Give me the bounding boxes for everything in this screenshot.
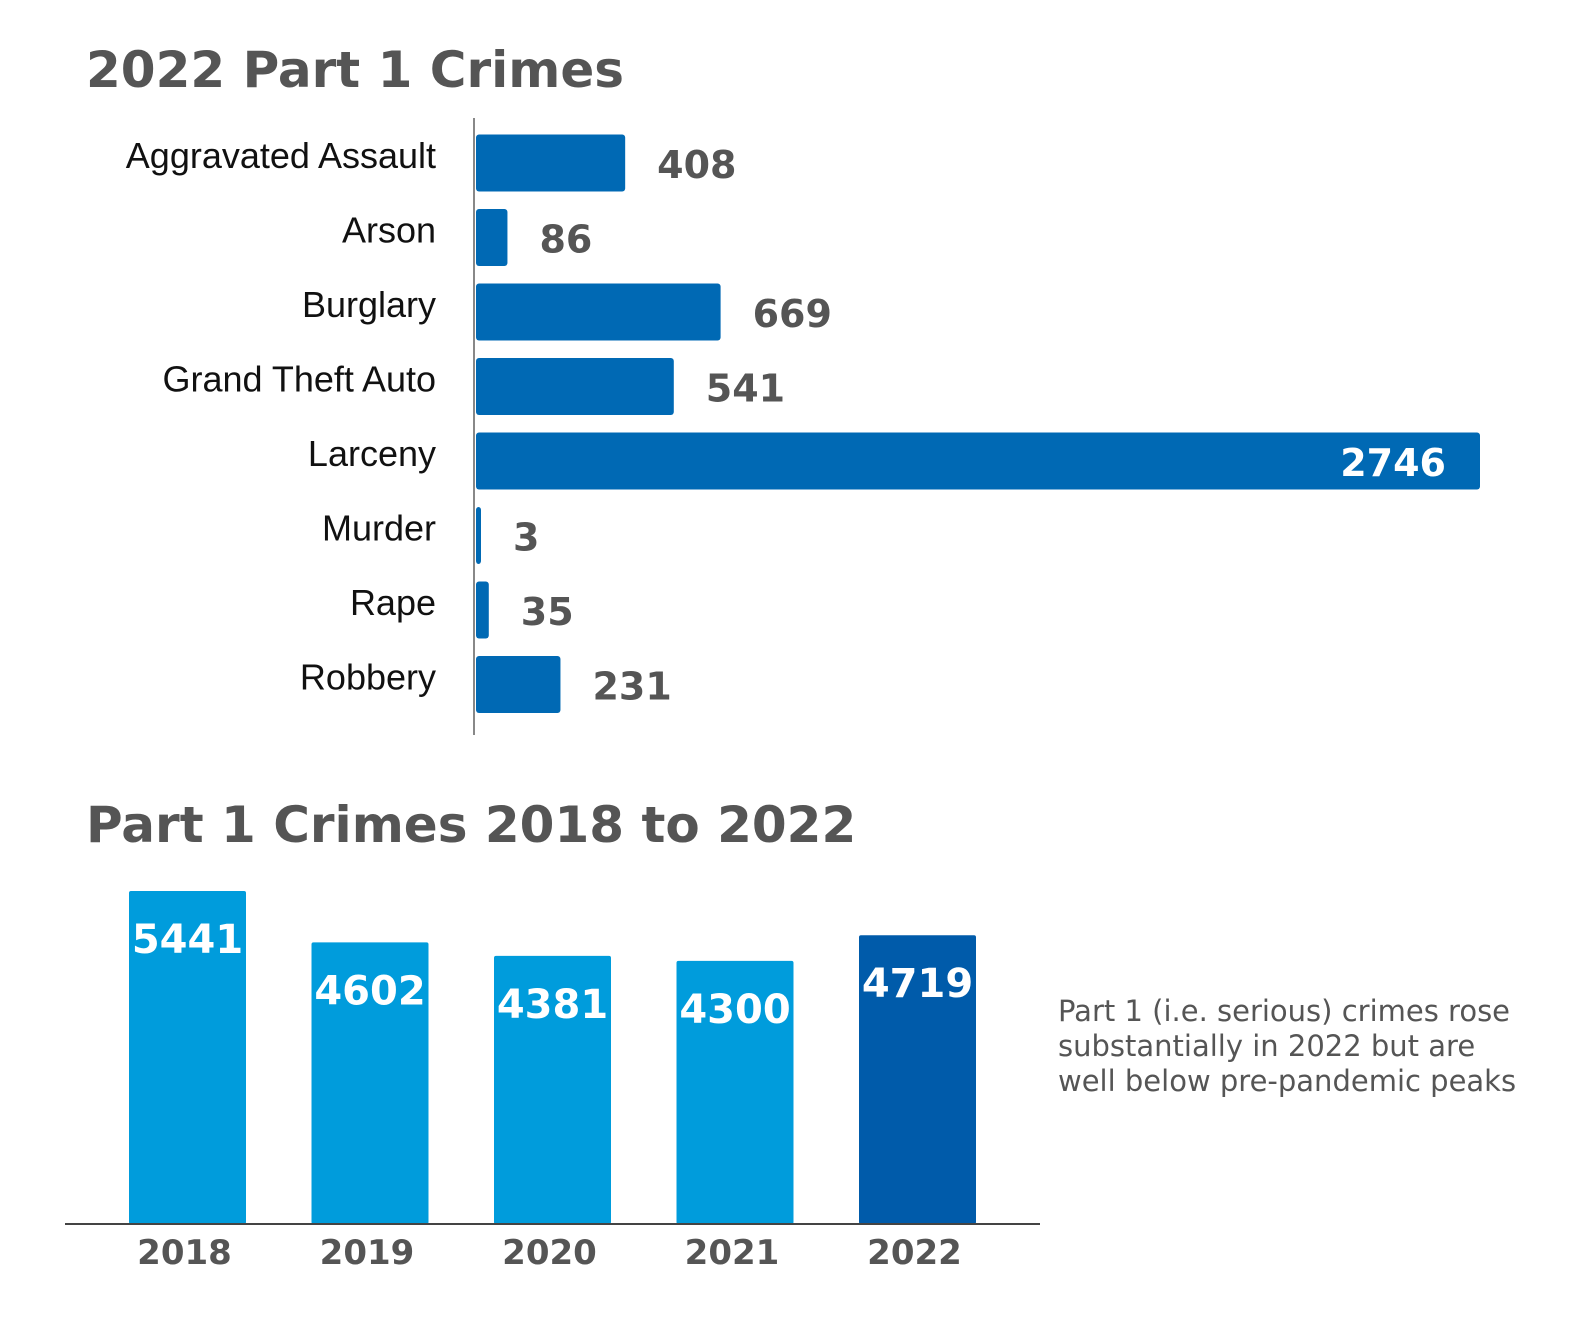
year-label: 2022 [867,1233,962,1273]
category-label: Grand Theft Auto [162,359,436,400]
value-label: 408 [657,143,736,187]
vertical-bar-chart: Part 1 Crimes 2018 to 2022 5441 2018 4602 2… [65,796,1040,1273]
year-label: 2020 [502,1233,597,1273]
bar [311,942,429,1224]
chart1-title: 2022 Part 1 Crimes [86,41,624,99]
horizontal-bar-chart: 2022 Part 1 Crimes Aggravated Assault 408… [86,41,1480,735]
category-label: Aggravated Assault [126,135,436,176]
bar [476,432,1480,490]
bar [476,581,489,639]
value-label: 669 [753,292,832,336]
value-label: 4381 [497,982,608,1028]
value-label: 4719 [862,961,973,1007]
value-label: 3 [513,516,539,560]
value-label: 231 [592,665,671,709]
bar [476,656,561,713]
value-label: 4602 [314,968,425,1014]
chart2-annotation: Part 1 (i.e. serious) crimes rose substa… [1058,994,1517,1098]
category-label: Rape [350,582,436,623]
value-label: 541 [706,367,785,411]
value-label: 4300 [679,987,790,1033]
year-label: 2018 [137,1233,232,1273]
chart2-title: Part 1 Crimes 2018 to 2022 [86,796,856,854]
bar [476,209,508,266]
year-label: 2019 [320,1233,415,1273]
value-label: 86 [539,218,592,262]
bar [476,134,626,192]
value-label: 5441 [132,917,243,963]
category-label: Robbery [300,657,436,698]
category-label: Larceny [308,433,436,474]
bar [494,955,611,1224]
year-label: 2021 [685,1233,780,1273]
bar [476,283,721,341]
bar [129,891,246,1224]
bar [476,507,481,564]
bar [859,935,976,1224]
bar [476,358,674,415]
value-label: 35 [521,590,574,634]
category-label: Murder [322,508,436,549]
category-label: Arson [342,210,436,251]
category-label: Burglary [302,284,436,325]
value-label: 2746 [1340,441,1446,485]
bar [676,960,794,1224]
